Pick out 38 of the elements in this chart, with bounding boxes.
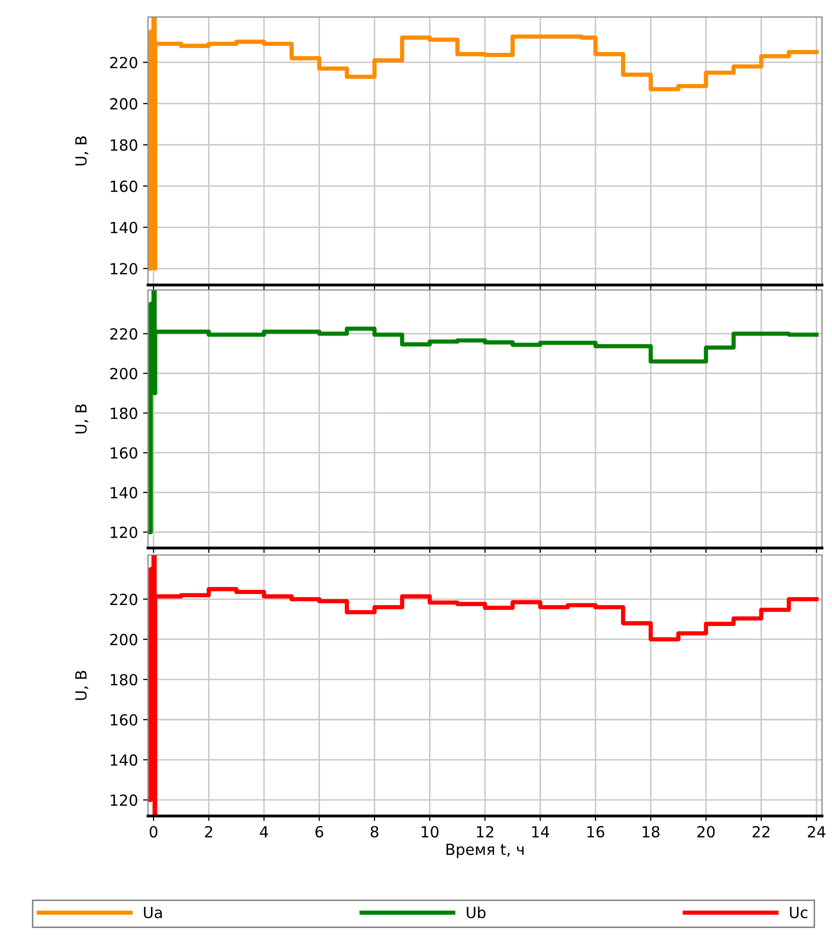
x-tick-label: 20 [697, 826, 715, 838]
y-tick-label: 120 [110, 262, 138, 275]
y-tick-label: 200 [110, 634, 138, 646]
x-axis-title: Время t, ч [446, 844, 524, 858]
x-tick-label: 18 [642, 826, 660, 838]
x-tick-label: 12 [476, 826, 494, 838]
text: Ub [466, 906, 486, 918]
y-tick-label: 200 [110, 98, 138, 110]
y-tick-label: 220 [110, 328, 138, 340]
y-axis-title: U, B [75, 404, 88, 434]
x-tick-label: 10 [422, 826, 438, 838]
y-tick-label: 160 [110, 180, 138, 192]
y-tick-label: 120 [110, 526, 138, 538]
x-tick-label: 2 [205, 826, 212, 838]
x-tick-label: 14 [532, 826, 550, 838]
y-tick-label: 220 [110, 56, 138, 68]
y-tick-label: 220 [110, 594, 138, 606]
y-tick-label: 120 [110, 794, 138, 806]
y-tick-label: 160 [110, 447, 138, 459]
y-tick-label: 180 [110, 408, 138, 420]
y-tick-label: 180 [110, 674, 138, 686]
y-tick-label: 180 [110, 139, 138, 151]
y-tick-label: 140 [110, 754, 138, 766]
y-tick-label: 200 [110, 368, 138, 380]
text: Ua [144, 906, 162, 918]
x-tick-label: 24 [808, 826, 826, 838]
y-tick-label: 140 [110, 222, 138, 234]
y-axis-title: U, B [75, 670, 88, 700]
x-tick-label: 4 [260, 826, 268, 838]
y-tick-label: 160 [110, 714, 138, 726]
x-tick-label: 8 [370, 826, 378, 838]
text: Uc [790, 906, 808, 918]
x-tick-label: 22 [752, 826, 770, 838]
y-axis-title: U, B [75, 136, 88, 166]
x-tick-label: 16 [587, 826, 604, 838]
x-tick-label: 0 [150, 826, 158, 838]
x-tick-label: 6 [315, 826, 324, 838]
y-tick-label: 140 [110, 486, 138, 498]
